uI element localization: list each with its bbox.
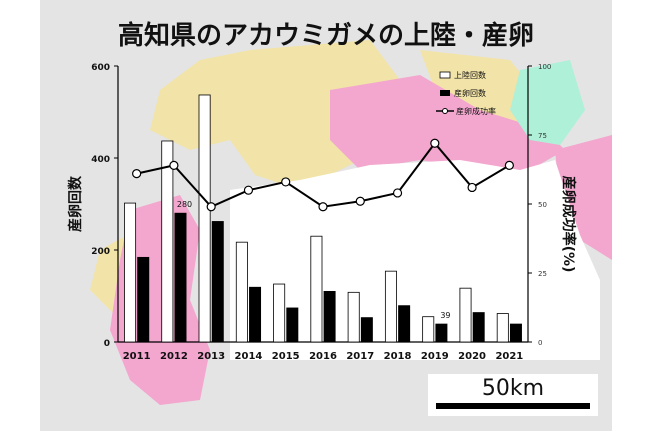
bar-landing: [235, 241, 248, 343]
bar-landing: [496, 313, 509, 343]
y-tick-label-right: 50: [538, 201, 547, 209]
legend-marker-rate: [442, 108, 448, 114]
bar-landing: [198, 94, 211, 343]
point-success-rate: [392, 188, 403, 198]
chart-line: [132, 138, 514, 212]
bar-landing: [310, 235, 323, 343]
bar-nesting: [174, 212, 187, 343]
chart-svg: 高知県のアカウミガメの上陸・産卵 0 200 400 600 0 25 50 75 100 201…: [40, 0, 612, 431]
y-tick-label-left: 0: [104, 339, 110, 349]
x-tick-label: 2014: [235, 351, 263, 362]
point-success-rate: [281, 177, 291, 187]
x-tick-label: 2011: [123, 351, 151, 362]
bar-nesting: [249, 286, 262, 343]
map-frame: 高知県のアカウミガメの上陸・産卵 0 200 400 600 0 25 50 75 100 201…: [40, 0, 612, 431]
bar-nesting: [211, 221, 224, 343]
bar-nesting: [472, 312, 485, 343]
x-tick-label: 2017: [346, 351, 374, 362]
bar-nesting: [360, 317, 373, 343]
map-region-green: [510, 60, 585, 145]
bar-landing: [347, 291, 360, 343]
y-tick-label-left: 600: [91, 63, 110, 73]
bar-nesting: [323, 290, 336, 343]
scale-bar-line: [436, 403, 590, 409]
legend-swatch-nesting: [440, 90, 450, 96]
scale-bar: 50km: [428, 374, 598, 416]
map-region-pink-east: [330, 75, 565, 170]
bar-landing: [161, 140, 174, 343]
legend-swatch-landing: [439, 71, 451, 79]
y-tick-label-right: 75: [538, 132, 547, 140]
bar-nesting: [398, 305, 411, 343]
chart-labels: 280 39: [177, 200, 451, 320]
x-tick-label: 2015: [272, 351, 300, 362]
x-tick-label: 2019: [421, 351, 449, 362]
point-success-rate: [206, 202, 216, 212]
x-tick-label: 2018: [384, 351, 412, 362]
sea-area: [230, 160, 600, 360]
point-success-rate: [169, 160, 179, 170]
bar-landing: [459, 287, 472, 343]
point-success-rate: [430, 138, 440, 148]
x-tick-label: 2012: [160, 351, 188, 362]
bar-landing: [422, 316, 435, 343]
point-success-rate: [318, 202, 328, 212]
y-axis-label-left: 産卵回数: [67, 175, 84, 232]
y-tick-label-right: 25: [538, 270, 547, 278]
bar-nesting: [286, 307, 299, 343]
bar-nesting: [137, 256, 150, 343]
bar-landing: [384, 270, 397, 343]
point-success-rate: [132, 169, 142, 179]
chart-axes: 0 200 400 600 0 25 50 75 100 2011 2012 2013 2014 2015…: [67, 63, 577, 362]
x-tick-label: 2021: [495, 351, 523, 362]
data-label: 280: [177, 200, 192, 209]
y-tick-label-left: 200: [91, 247, 110, 257]
chart-bars: [124, 94, 522, 343]
y-axis-label-right: 産卵成功率(%): [560, 176, 577, 273]
bar-landing: [273, 283, 286, 343]
point-success-rate: [504, 160, 514, 170]
x-tick-label: 2016: [309, 351, 337, 362]
bar-nesting: [509, 323, 522, 343]
point-success-rate: [355, 196, 365, 206]
y-tick-label-left: 400: [91, 155, 110, 165]
chart-title: 高知県のアカウミガメの上陸・産卵: [118, 20, 534, 51]
map-region-pink-corner: [555, 135, 612, 260]
data-label: 39: [440, 311, 450, 320]
legend-label-landing: 上陸回数: [454, 70, 486, 80]
point-success-rate: [243, 185, 254, 195]
x-tick-label: 2020: [458, 351, 486, 362]
legend-label-rate: 産卵成功率: [456, 106, 496, 116]
scale-bar-label: 50km: [481, 376, 545, 401]
point-success-rate: [467, 182, 477, 193]
y-tick-label-right: 0: [538, 339, 542, 347]
y-tick-label-right: 100: [538, 63, 551, 71]
legend-label-nesting: 産卵回数: [454, 88, 486, 98]
bar-landing: [124, 202, 137, 343]
bar-nesting: [435, 323, 448, 343]
x-tick-label: 2013: [197, 351, 225, 362]
